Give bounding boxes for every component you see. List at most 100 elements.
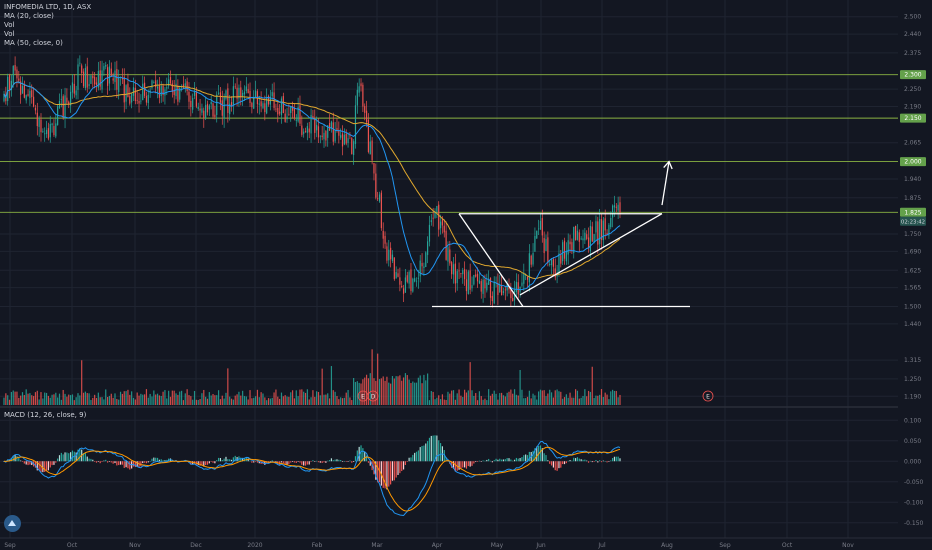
candle-body [118, 77, 120, 93]
candle-body [541, 218, 543, 236]
macd-bar [539, 445, 542, 462]
volume-bar [619, 394, 621, 405]
candle-body [576, 230, 579, 240]
volume-bar [304, 392, 307, 405]
volume-bar [166, 398, 168, 405]
candle-body [62, 96, 64, 118]
countdown-tag-text: 02:23:42 [901, 219, 925, 225]
candle-body [60, 98, 62, 100]
candle [586, 230, 588, 241]
macd-bar [386, 461, 388, 490]
volume-bar [140, 393, 142, 405]
macd-bar [143, 461, 146, 463]
candle-body [303, 131, 305, 134]
volume-bar [393, 378, 395, 405]
candle-body [384, 235, 386, 244]
volume-bar [90, 399, 92, 405]
candle-body [249, 90, 251, 103]
candle-body [164, 89, 166, 96]
candle [482, 276, 484, 303]
candle [242, 89, 244, 106]
candle-body [388, 249, 390, 261]
candle [575, 225, 577, 241]
macd-bar [567, 460, 569, 462]
candle-body [44, 133, 46, 135]
macd-bar [484, 460, 486, 462]
volume-bar [40, 392, 42, 405]
volume-bar [32, 396, 35, 405]
candle [373, 163, 375, 181]
volume-bar [267, 398, 270, 405]
candle [476, 267, 479, 288]
candle-body [293, 108, 296, 119]
candle [606, 229, 608, 235]
macd-bar [118, 461, 120, 466]
candle [552, 256, 555, 276]
macd-bar [373, 461, 375, 475]
candle-body [97, 71, 99, 88]
macd-bar [112, 461, 114, 464]
candle-body [489, 277, 492, 298]
candle [323, 124, 325, 148]
candle-body [523, 272, 525, 284]
volume-bar [521, 389, 523, 405]
volume-bar [99, 397, 101, 405]
volume-bar [116, 398, 118, 405]
macd-bar [543, 453, 545, 462]
price-tick-label: 1.875 [904, 195, 921, 202]
volume-bar [219, 399, 222, 405]
candle-body [399, 277, 401, 285]
macd-bar [347, 461, 349, 462]
volume-bar [543, 390, 545, 405]
candle [236, 77, 238, 107]
volume-bar [421, 383, 423, 405]
candle-body [552, 259, 555, 267]
candle-body [332, 122, 334, 142]
volume-bar [321, 368, 323, 405]
volume-bar [332, 390, 334, 405]
candle [451, 260, 453, 279]
volume-bar [284, 395, 286, 405]
candle-body [610, 218, 612, 228]
candle [208, 104, 210, 116]
candle [421, 253, 423, 274]
level-tag-bg [900, 70, 926, 80]
volume-bar [51, 394, 53, 405]
tradingview-logo-icon[interactable] [4, 515, 21, 532]
candle-body [279, 111, 281, 114]
candle [40, 113, 42, 142]
macd-bar [406, 461, 408, 462]
candle [354, 95, 357, 149]
candle-body [138, 100, 140, 104]
candle [210, 95, 212, 110]
volume-bar [541, 390, 543, 405]
candle [75, 85, 77, 100]
volume-bar [251, 398, 253, 405]
candle-body [410, 269, 412, 292]
candle [262, 101, 264, 110]
volume-bar [55, 392, 57, 405]
time-tick-label: Apr [432, 542, 443, 549]
candle [95, 77, 98, 93]
candle [452, 256, 455, 284]
candle [478, 272, 481, 285]
volume-bar [602, 396, 604, 405]
volume-bar [612, 389, 614, 405]
volume-bar [34, 392, 37, 405]
candle [388, 239, 390, 267]
macd-bar [110, 461, 112, 463]
volume-bar [556, 389, 558, 405]
candle [212, 102, 214, 120]
candle [138, 92, 140, 113]
candle-body [312, 116, 314, 119]
macd-bar [325, 461, 327, 463]
macd-bar [42, 461, 44, 473]
candle [155, 70, 157, 94]
volume-bar [369, 373, 371, 405]
macd-bar [421, 445, 423, 462]
macd-bar [488, 458, 490, 462]
volume-bar [506, 392, 508, 405]
macd-bar [595, 460, 597, 462]
earnings-circle [367, 390, 379, 402]
